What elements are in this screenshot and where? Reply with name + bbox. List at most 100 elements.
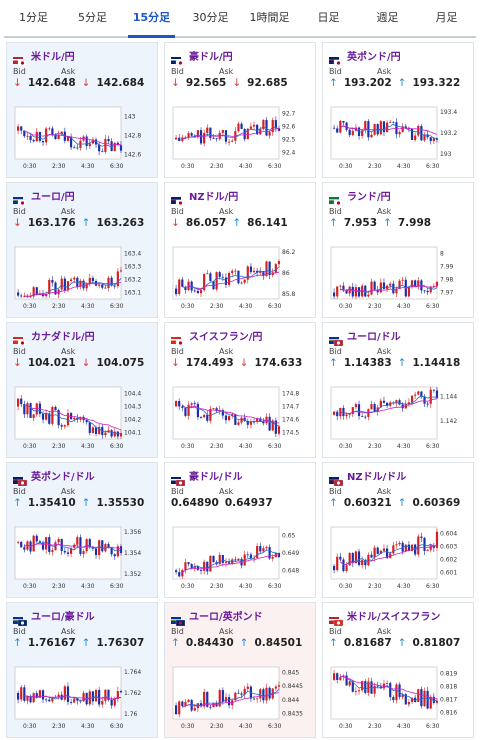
pair-name[interactable]: 英ポンド/円 [347, 51, 401, 63]
y-tick-label: 163.2 [124, 277, 141, 284]
x-tick-label: 6:30 [110, 723, 124, 730]
rate-card-1[interactable]: 米ドル/円 Bid Ask ↓ 142.648 ↓ 142.684 143 142.8… [6, 42, 158, 178]
price-chart[interactable]: 143 142.8 142.6 0:30 2:30 4:30 6:30 [11, 105, 153, 173]
price-chart[interactable]: 0.604 0.603 0.602 0.601 0:30 2:30 4:30 6:30 [327, 525, 469, 593]
moving-average-long [340, 125, 438, 135]
x-tick-label: 6:30 [268, 583, 282, 590]
rate-card-3[interactable]: 英ポンド/円 Bid Ask ↑ 193.202 ↑ 193.322 193.4 19… [322, 42, 474, 178]
bid-value: 0.64890 [171, 497, 219, 509]
candle-body [420, 391, 423, 398]
currency-flag-icon [329, 471, 344, 486]
moving-average-short [340, 284, 438, 293]
candle-body [29, 135, 32, 141]
candle-body [373, 404, 376, 412]
ask-value: ↑ 7.998 [383, 217, 432, 229]
y-tick-label: 0.604 [440, 531, 457, 538]
price-chart[interactable]: 104.4 104.3 104.2 104.1 0:30 2:30 4:30 6:30 [11, 385, 153, 453]
pair-name[interactable]: 豪ドル/円 [189, 51, 233, 63]
tab-6[interactable]: 日足 [317, 11, 340, 24]
pair-name[interactable]: ユーロ/英ポンド [189, 611, 263, 623]
candle-body [101, 284, 104, 288]
rate-card-11[interactable]: 豪ドル/ドル Bid Ask 0.64890 0.64937 0.65 0.649… [164, 462, 316, 598]
tab-8[interactable]: 月足 [435, 11, 458, 24]
up-arrow-icon: ↑ [171, 637, 180, 649]
candle-body [175, 137, 178, 140]
price-chart[interactable]: 174.8 174.7 174.6 174.5 0:30 2:30 4:30 6:30 [169, 385, 311, 453]
candle-body [351, 286, 354, 297]
candle-body [386, 285, 389, 289]
candle-body [116, 546, 119, 557]
y-tick-label: 142.8 [124, 132, 141, 139]
up-arrow-icon: ↑ [329, 357, 338, 369]
candle-body [20, 295, 23, 297]
price-chart[interactable]: 8 7.99 7.98 7.97 0:30 2:30 4:30 6:30 [327, 245, 469, 313]
price-chart[interactable]: 1.144 1.142 0:30 2:30 4:30 6:30 [327, 385, 469, 453]
price-chart[interactable]: 163.4 163.3 163.2 163.1 0:30 2:30 4:30 6:30 [11, 245, 153, 313]
price-chart[interactable]: 92.7 92.6 92.5 92.4 0:30 2:30 4:30 6:30 [169, 105, 311, 173]
candle-body [35, 535, 38, 542]
price-chart[interactable]: 0.845 0.8445 0.844 0.8435 0:30 2:30 4:30 6:30 [169, 665, 311, 733]
price-chart[interactable]: 1.764 1.762 1.76 0:30 2:30 4:30 6:30 [11, 665, 153, 733]
pair-name[interactable]: NZドル/円 [189, 191, 239, 203]
rate-card-13[interactable]: ユーロ/豪ドル Bid Ask ↑ 1.76167 ↑ 1.76307 1.764 1… [6, 602, 158, 738]
candle-body [228, 416, 231, 421]
candle-body [224, 562, 228, 563]
moving-average-short [182, 689, 280, 708]
pair-name[interactable]: ユーロ/円 [31, 191, 75, 203]
price-chart[interactable]: 0.819 0.818 0.817 0.816 0:30 2:30 4:30 6:30 [327, 665, 469, 733]
candle-body [88, 539, 91, 547]
pair-name[interactable]: 米ドル/スイスフラン [347, 611, 441, 623]
candle-body [277, 128, 281, 131]
rate-card-10[interactable]: 英ポンド/ドル Bid Ask ↑ 1.35410 ↑ 1.35530 1.356 1… [6, 462, 158, 598]
pair-name[interactable]: カナダドル/円 [31, 331, 95, 343]
pair-name[interactable]: ユーロ/豪ドル [31, 611, 95, 623]
price-chart[interactable]: 193.4 193.2 193 0:30 2:30 4:30 6:30 [327, 105, 469, 173]
pair-name[interactable]: ランド/円 [347, 191, 391, 203]
rate-card-2[interactable]: 豪ドル/円 Bid Ask ↓ 92.565 ↓ 92.685 92.7 92.6 92… [164, 42, 316, 178]
x-tick-label: 0:30 [23, 163, 37, 170]
pair-name[interactable]: スイスフラン/円 [189, 331, 263, 343]
candle-body [231, 270, 234, 274]
pair-name[interactable]: 豪ドル/ドル [189, 471, 243, 483]
tab-1[interactable]: 1分足 [19, 11, 48, 24]
price-chart[interactable]: 86.2 86 85.8 0:30 2:30 4:30 6:30 [169, 245, 311, 313]
pair-name[interactable]: 英ポンド/ドル [31, 471, 95, 483]
candle-body [26, 541, 29, 550]
tab-3[interactable]: 15分足 [122, 0, 181, 38]
pair-name[interactable]: 米ドル/円 [31, 51, 75, 63]
candle-body [370, 134, 373, 138]
ask-value: ↑ 163.263 [81, 217, 145, 229]
tab-5[interactable]: 1時間足 [249, 11, 290, 24]
pair-name[interactable]: ユーロ/ドル [347, 331, 401, 343]
y-tick-label: 0.845 [282, 669, 299, 676]
rate-card-15[interactable]: 米ドル/スイスフラン Bid Ask ↑ 0.81687 ↑ 0.81807 0.8… [322, 602, 474, 738]
candle-body [423, 537, 426, 551]
price-chart[interactable]: 1.356 1.354 1.352 0:30 2:30 4:30 6:30 [11, 525, 153, 593]
currency-flag-icon [171, 51, 186, 66]
ask-value: ↑ 1.35530 [81, 497, 145, 509]
rate-card-6[interactable]: ランド/円 Bid Ask ↑ 7.953 ↑ 7.998 8 7.99 7.98 7.9… [322, 182, 474, 318]
rate-card-5[interactable]: NZドル/円 Bid Ask ↓ 86.057 ↑ 86.141 86.2 86 85.… [164, 182, 316, 318]
candle-body [212, 703, 215, 708]
candle-body [119, 270, 123, 272]
y-tick-label: 174.8 [282, 391, 299, 398]
tab-7[interactable]: 週足 [376, 11, 399, 24]
candle-body [88, 277, 91, 284]
candle-body [20, 687, 23, 700]
pair-name[interactable]: NZドル/ドル [347, 471, 407, 483]
rate-card-14[interactable]: ユーロ/英ポンド Bid Ask ↑ 0.84430 ↑ 0.84501 0.845… [164, 602, 316, 738]
candle-body [339, 120, 342, 133]
rate-card-4[interactable]: ユーロ/円 Bid Ask ↓ 163.176 ↑ 163.263 163.4 163… [6, 182, 158, 318]
bid-value: ↓ 174.493 [171, 357, 234, 369]
tab-2[interactable]: 5分足 [78, 11, 107, 24]
currency-flag-icon [329, 611, 344, 626]
rate-card-8[interactable]: スイスフラン/円 Bid Ask ↓ 174.493 ↓ 174.633 174.8… [164, 322, 316, 458]
tab-4[interactable]: 30分足 [192, 11, 229, 24]
rate-card-12[interactable]: NZドル/ドル Bid Ask ↑ 0.60321 ↑ 0.60369 0.604 0… [322, 462, 474, 598]
candle-body [48, 279, 51, 295]
price-chart[interactable]: 0.65 0.649 0.648 0:30 2:30 4:30 6:30 [169, 525, 311, 593]
rate-card-9[interactable]: ユーロ/ドル Bid Ask ↑ 1.14383 ↑ 1.14418 1.144 1.… [322, 322, 474, 458]
candle-body [85, 136, 88, 147]
bid-value: ↑ 0.60321 [329, 497, 392, 509]
rate-card-7[interactable]: カナダドル/円 Bid Ask ↓ 104.021 ↓ 104.075 104.4 1… [6, 322, 158, 458]
